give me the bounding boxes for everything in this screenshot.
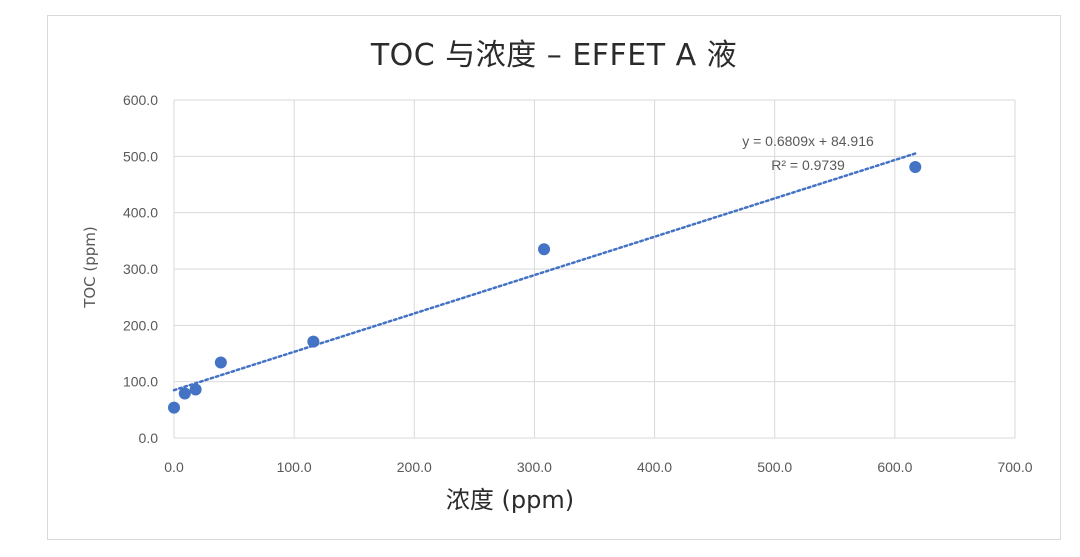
r-squared-label: R² = 0.9739 (771, 157, 845, 173)
chart-frame (47, 15, 1061, 540)
y-tick-label: 200.0 (123, 317, 158, 333)
trendline (172, 152, 917, 392)
x-axis-label: 浓度 (ppm) (445, 486, 575, 514)
x-tick-label: 300.0 (517, 459, 552, 475)
y-tick-label: 400.0 (123, 205, 158, 221)
data-point (538, 243, 551, 256)
data-point (168, 401, 180, 414)
x-tick-label: 700.0 (997, 459, 1032, 475)
data-point (214, 356, 227, 369)
data-point (909, 161, 922, 174)
chart-title: TOC 与浓度 – EFFET A 液 (370, 38, 738, 73)
x-tick-label: 200.0 (397, 459, 432, 475)
trendline-equation: y = 0.6809x + 84.916 (742, 133, 874, 149)
x-tick-label: 400.0 (637, 459, 672, 475)
data-point (189, 383, 202, 396)
y-tick-label: 600.0 (123, 92, 158, 108)
data-point (307, 335, 320, 348)
x-tick-label: 100.0 (277, 459, 312, 475)
data-point (178, 387, 191, 400)
y-tick-label: 300.0 (123, 261, 158, 277)
y-tick-label: 500.0 (123, 148, 158, 164)
y-tick-label: 0.0 (139, 430, 159, 446)
x-tick-label: 600.0 (877, 459, 912, 475)
x-tick-label: 500.0 (757, 459, 792, 475)
x-tick-label: 0.0 (164, 459, 184, 475)
y-tick-label: 100.0 (123, 374, 158, 390)
